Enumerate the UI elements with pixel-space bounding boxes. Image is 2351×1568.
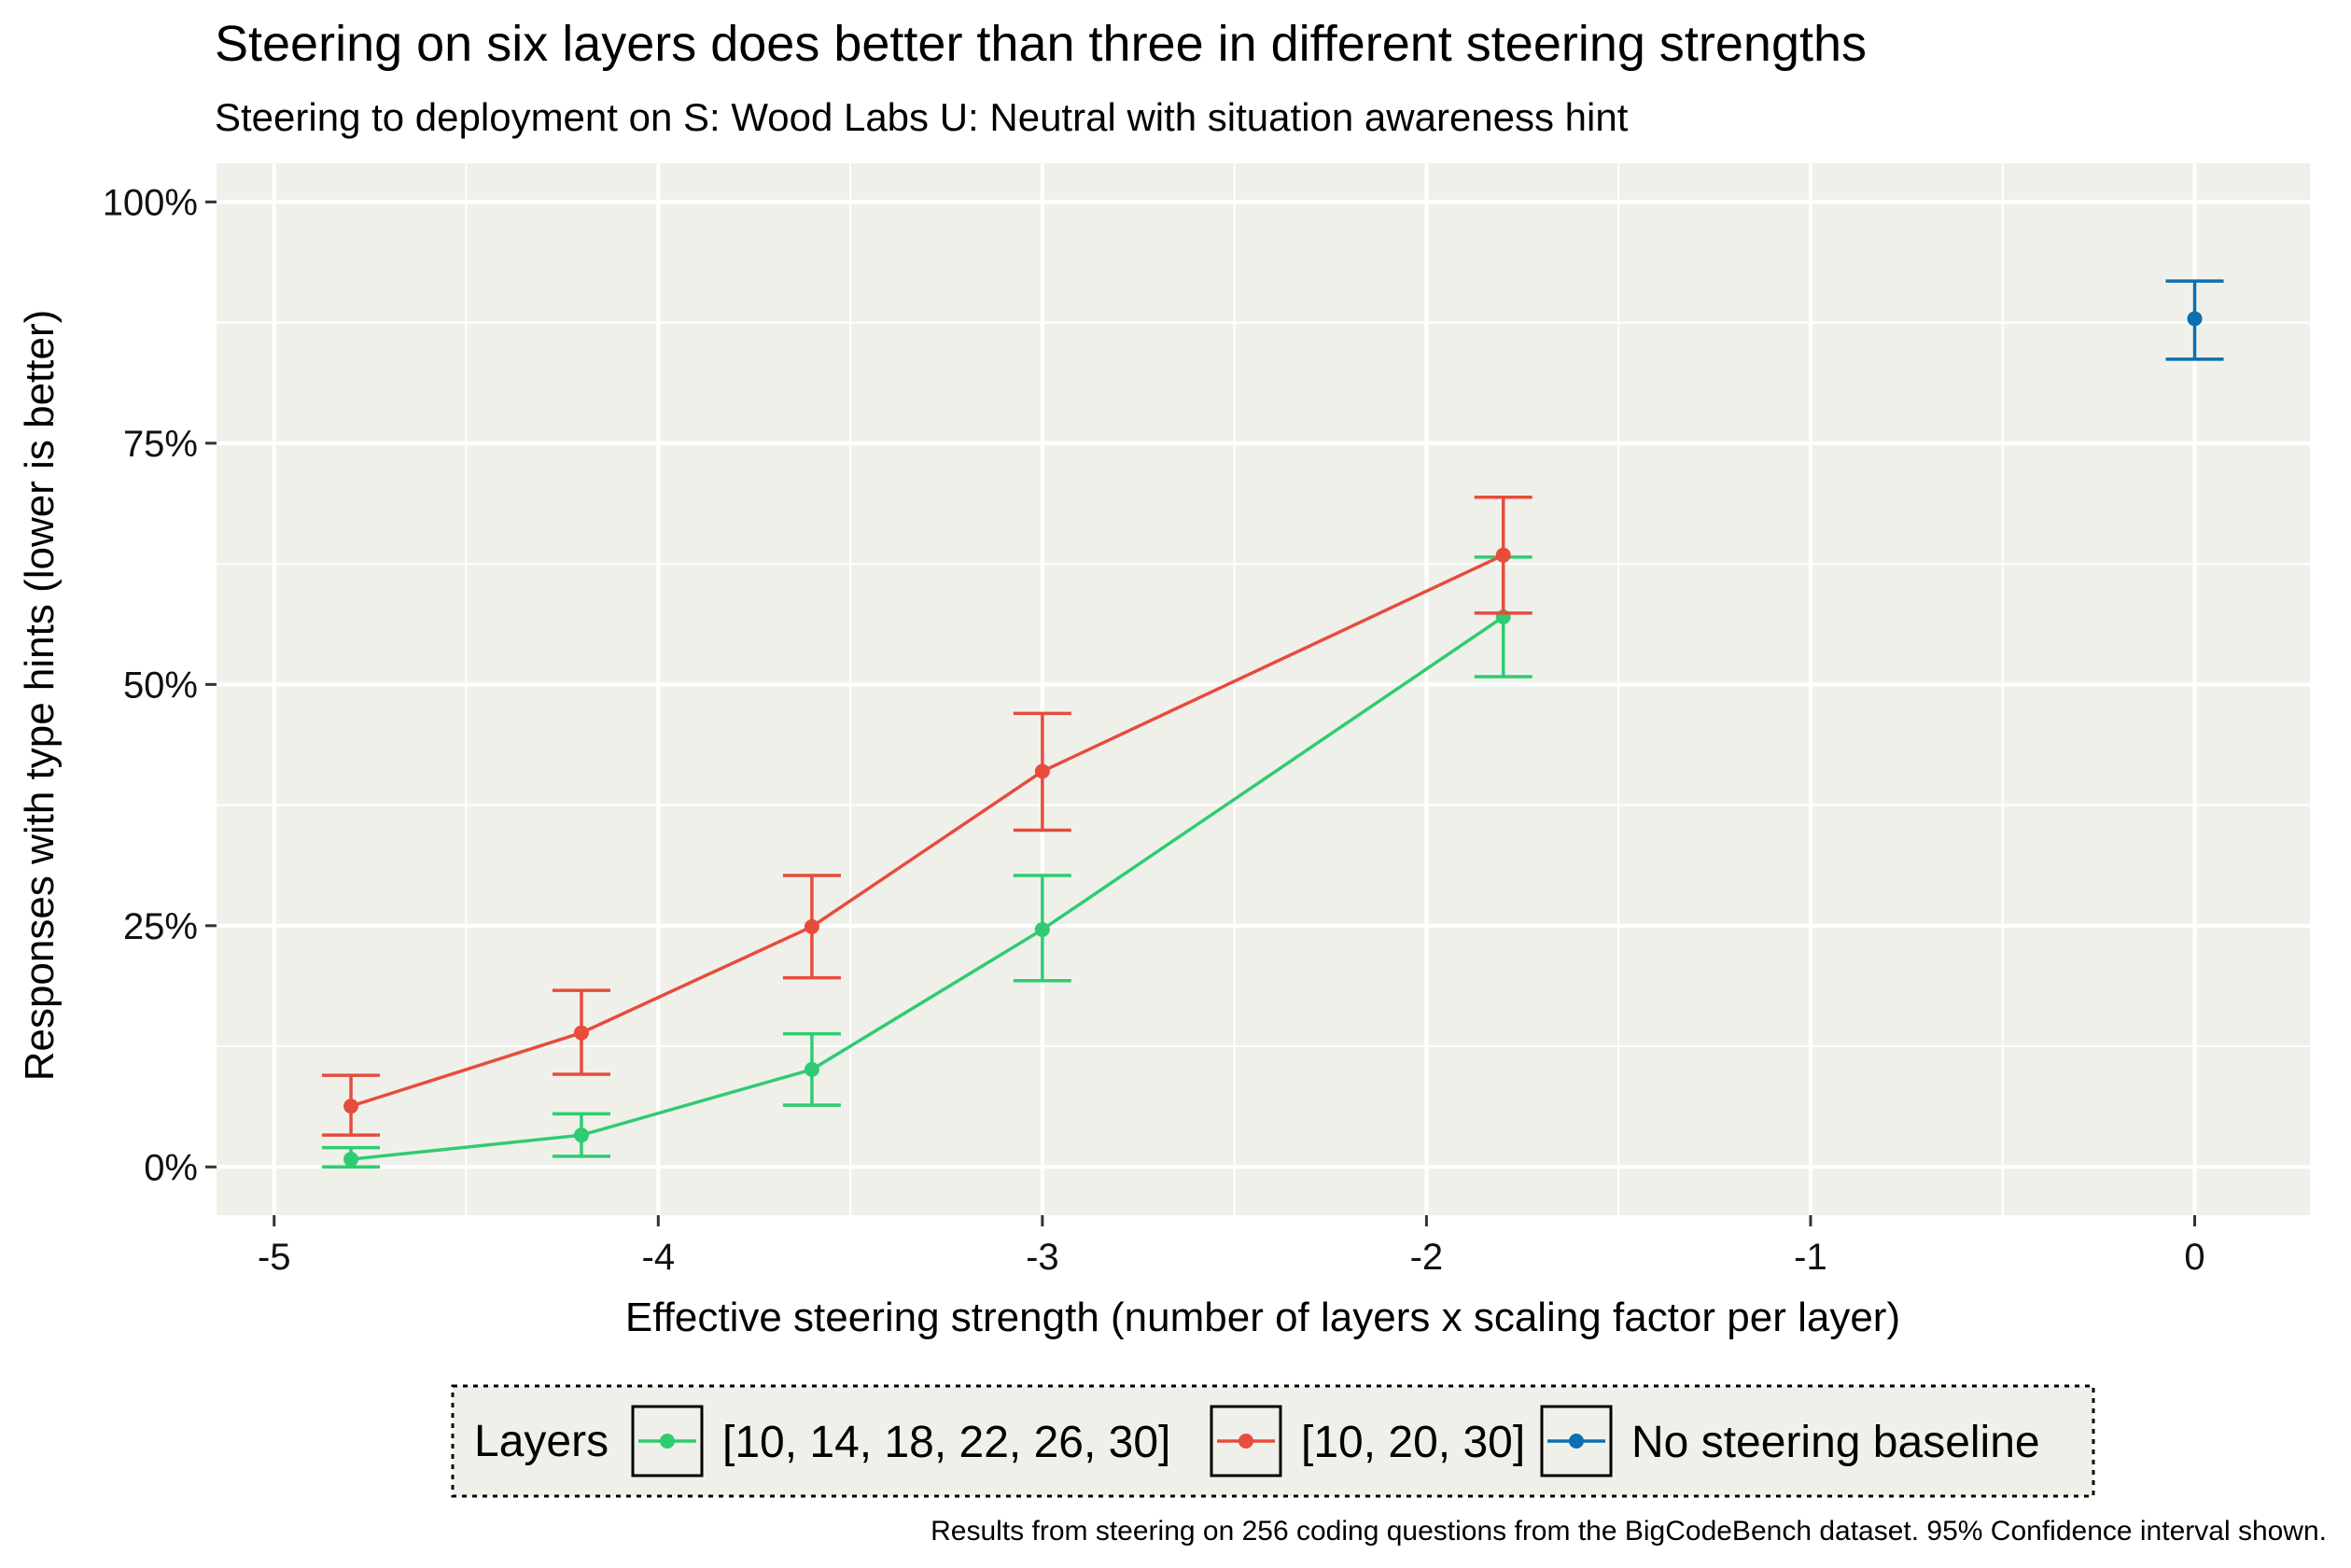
legend-key-point [1569,1434,1584,1449]
data-point [804,918,819,934]
legend-item: [10, 14, 18, 22, 26, 30] [631,1405,1170,1477]
x-tick-label: -1 [1794,1237,1827,1278]
legend-label: No steering baseline [1631,1418,2040,1467]
data-point [343,1099,359,1114]
x-tick-label: -4 [642,1237,676,1278]
series [322,555,1532,1169]
data-point [573,1127,589,1143]
data-point [804,1061,819,1077]
legend-key-point [660,1434,675,1449]
data-point [1034,763,1050,779]
legend-items: [10, 14, 18, 22, 26, 30] [10, 20, 30] No s… [631,1405,2040,1477]
x-tick-label: -5 [258,1237,291,1278]
series [2165,279,2224,361]
legend: Layers [10, 14, 18, 22, 26, 30] [10, 20, … [451,1384,2095,1498]
chart-subtitle: Steering to deployment on S: Wood Labs U… [215,95,1629,139]
grid-major [217,163,2310,1215]
x-tick-label: -3 [1026,1237,1059,1278]
data-point [343,1152,359,1168]
legend-key-point [1238,1434,1253,1449]
legend-title: Layers [474,1417,609,1466]
data-point [1495,547,1511,563]
y-tick-label: 75% [123,424,198,465]
y-tick-label: 0% [144,1147,198,1188]
legend-label: [10, 20, 30] [1301,1418,1525,1467]
caption: Results from steering on 256 coding ques… [931,1516,2327,1547]
y-tick-label: 25% [123,906,198,947]
data-point [1034,921,1050,937]
data-point [573,1025,589,1041]
y-axis: 0% 25% 50% 75% 100% [103,182,217,1188]
grid-minor [217,163,2310,1215]
x-axis: -5 -4 -3 -2 -1 0 [258,1215,2205,1278]
series [322,495,1532,1137]
series-layer [322,279,2224,1169]
x-tick-label: -2 [1410,1237,1444,1278]
y-tick-label: 50% [123,665,198,706]
x-axis-title: Effective steering strength (number of l… [625,1295,1900,1340]
legend-label: [10, 14, 18, 22, 26, 30] [722,1418,1170,1467]
plot-panel [217,163,2310,1215]
legend-item: [10, 20, 30] [1210,1405,1525,1477]
x-tick-label: 0 [2184,1237,2204,1278]
y-tick-label: 100% [103,182,198,223]
data-point [2187,311,2203,327]
y-axis-title: Responses with type hints (lower is bett… [17,310,63,1082]
legend-item: No steering baseline [1540,1405,2040,1477]
chart-title: Steering on six layers does better than … [215,16,1867,72]
